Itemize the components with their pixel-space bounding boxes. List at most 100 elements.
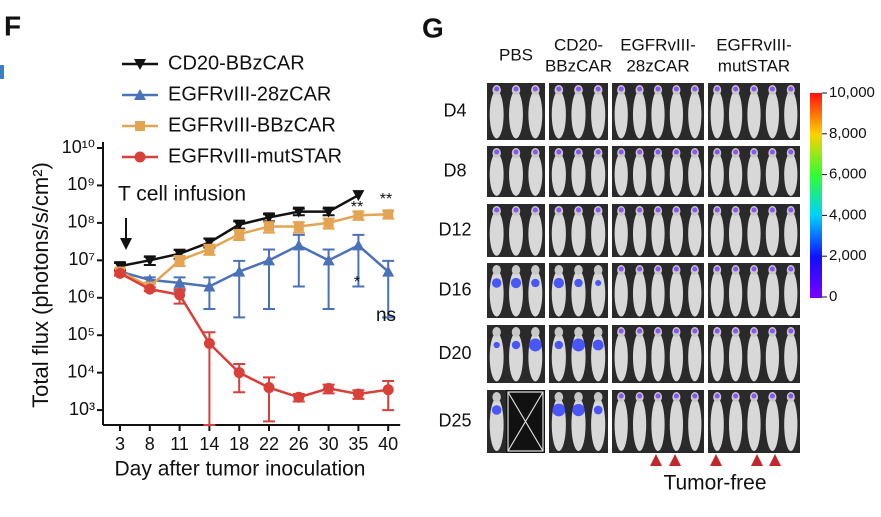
mouse	[728, 398, 743, 451]
point	[173, 276, 186, 288]
y-tick-label: 10⁷	[68, 249, 95, 269]
signal	[788, 266, 794, 272]
point	[203, 237, 216, 249]
point	[292, 239, 305, 251]
mouse-head	[511, 327, 521, 337]
signal	[576, 86, 581, 92]
mouse-head	[574, 392, 583, 402]
mouse	[688, 90, 702, 139]
signal	[673, 266, 679, 272]
signal	[592, 339, 604, 351]
mouse-head	[574, 265, 583, 275]
signal	[637, 207, 643, 213]
point	[143, 255, 156, 267]
mouse	[710, 398, 724, 451]
signal	[751, 266, 757, 272]
mouse	[784, 270, 798, 317]
mouse	[509, 211, 523, 256]
signal	[494, 149, 500, 155]
row-label: D25	[438, 410, 471, 430]
annotation: **	[380, 191, 392, 208]
signal	[572, 338, 585, 352]
signal	[491, 405, 502, 415]
signal	[618, 393, 624, 399]
signal	[491, 278, 502, 288]
point	[174, 255, 185, 266]
mouse	[614, 398, 628, 451]
point	[292, 206, 305, 218]
signal	[714, 266, 720, 272]
point	[203, 338, 215, 350]
signal	[531, 278, 540, 288]
point	[134, 59, 146, 70]
signal	[692, 86, 698, 92]
mouse	[728, 332, 743, 382]
mouse	[509, 332, 523, 382]
mouse	[784, 211, 798, 256]
signal	[576, 207, 581, 213]
signal	[655, 328, 661, 334]
point	[233, 219, 246, 231]
signal	[553, 277, 564, 289]
x-tick-label: 26	[289, 434, 309, 454]
point	[134, 89, 146, 100]
point	[352, 388, 364, 400]
mouse	[509, 153, 523, 196]
mouse	[614, 270, 628, 317]
signal	[751, 393, 757, 399]
point	[144, 283, 156, 295]
mouse	[509, 270, 523, 317]
point	[135, 121, 145, 131]
mouse	[489, 153, 504, 196]
mouse	[747, 398, 761, 451]
mouse	[632, 398, 647, 451]
signal	[733, 207, 739, 213]
signal	[655, 86, 661, 92]
signal	[733, 266, 739, 272]
mouse	[614, 90, 628, 139]
x-tick-label: 35	[348, 434, 368, 454]
mouse	[571, 153, 586, 196]
x-tick-label: 8	[145, 434, 155, 454]
point	[114, 267, 126, 279]
colorbar-label: 0	[829, 288, 837, 305]
x-axis-label: Day after tumor inoculation	[115, 458, 366, 481]
signal	[494, 207, 500, 213]
series	[114, 233, 395, 319]
signal	[714, 149, 720, 155]
signal	[637, 328, 643, 334]
mouse	[489, 90, 504, 139]
mouse	[591, 270, 606, 317]
mouse	[747, 270, 761, 317]
signal	[714, 86, 720, 92]
x-tick-label: 3	[115, 434, 125, 454]
cross	[507, 391, 544, 452]
mouse	[710, 153, 724, 196]
mouse	[747, 153, 761, 196]
signal	[692, 266, 698, 272]
edge-mark	[0, 65, 4, 79]
mouse	[784, 332, 798, 382]
mouse	[651, 332, 665, 382]
x-tick-label: 11	[170, 434, 189, 454]
x-tick-label: 18	[229, 434, 249, 454]
annotation: *	[354, 274, 360, 291]
mouse	[710, 270, 724, 317]
marker-triangle	[710, 454, 722, 466]
signal	[618, 266, 624, 272]
signal	[733, 149, 739, 155]
signal	[574, 278, 583, 288]
point	[352, 239, 365, 251]
signal	[655, 207, 661, 213]
signal	[692, 149, 698, 155]
signal	[510, 277, 522, 289]
mouse-head	[531, 327, 540, 337]
signal	[692, 328, 698, 334]
mouse	[632, 332, 647, 382]
signal	[618, 149, 624, 155]
signal	[655, 149, 661, 155]
legend-label: EGFRvIII-BBzCAR	[168, 114, 336, 136]
point	[353, 210, 364, 221]
mouse-head	[554, 327, 564, 337]
signal	[769, 328, 775, 334]
